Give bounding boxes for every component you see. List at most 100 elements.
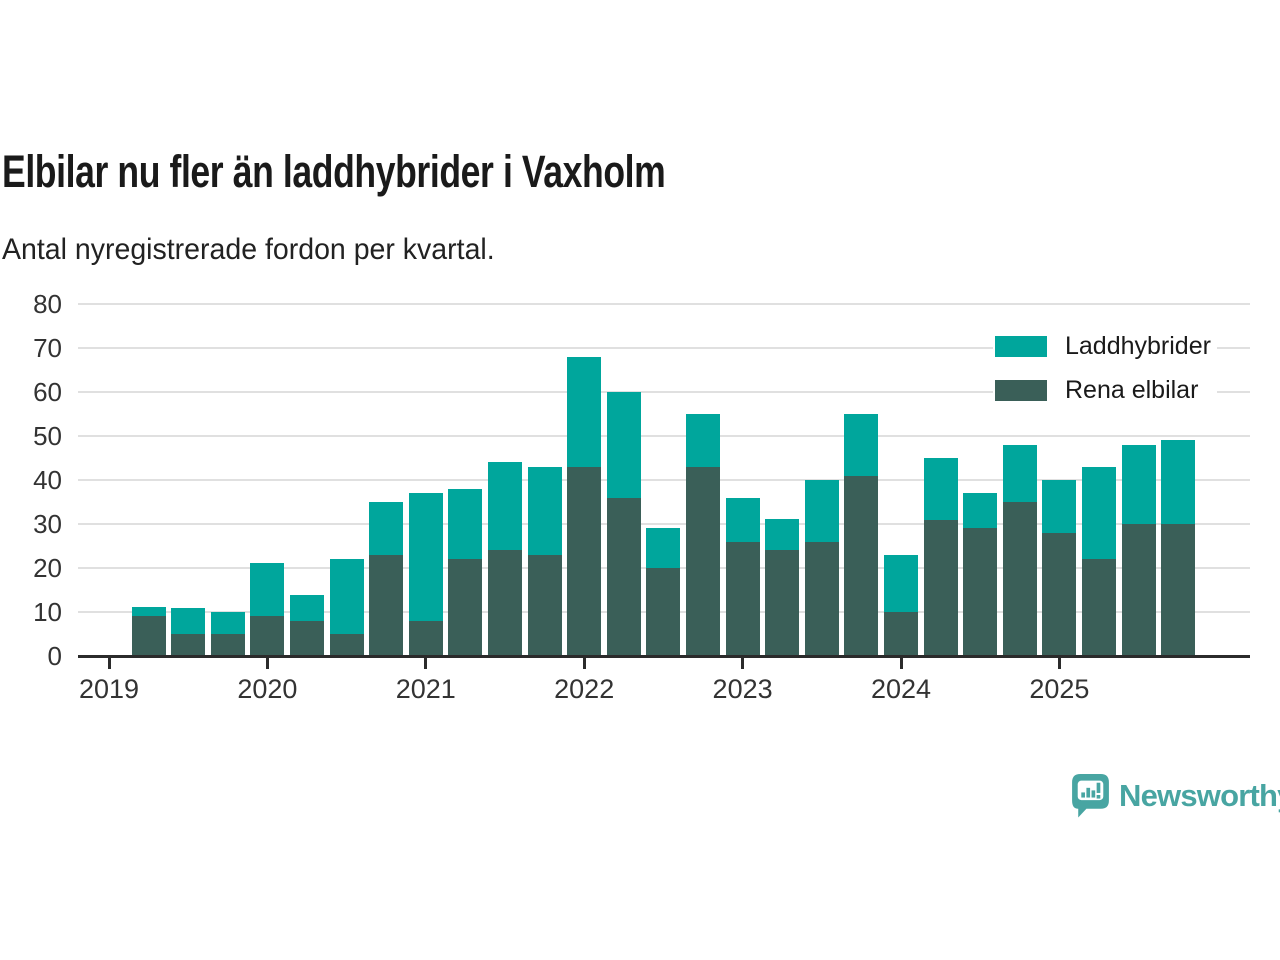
bar-segment-rena-elbilar [804,542,839,656]
bar-segment-rena-elbilar [408,621,443,656]
bar-segment-rena-elbilar [1161,524,1196,656]
x-axis-label-2023: 2023 [712,674,773,704]
bar-segment-laddhybrider [527,467,562,555]
bar-group-2020-q1 [250,563,285,656]
y-axis-label-20: 20 [33,553,62,583]
x-axis-label-2019: 2019 [78,674,140,704]
bar-segment-laddhybrider [1082,467,1116,559]
x-axis-label-2022: 2022 [554,674,615,704]
x-tick-2024 [899,656,903,669]
bar-segment-rena-elbilar [1002,502,1037,656]
x-axis-label-2025: 2025 [1029,674,1090,704]
bar-group-2023-q1 [725,498,760,656]
gridline-y-60 [78,391,1250,393]
bar-segment-laddhybrider [329,559,364,634]
bar-segment-laddhybrider [448,489,483,559]
bar-segment-rena-elbilar [646,568,681,656]
bar-segment-rena-elbilar [1121,524,1156,656]
bar-segment-rena-elbilar [567,467,602,656]
bar-group-2019-q2 [131,607,166,656]
bar-segment-rena-elbilar [963,528,998,656]
bar-segment-rena-elbilar [369,555,404,656]
bar-group-2021-q1 [408,493,443,656]
bar-segment-laddhybrider [923,458,958,520]
x-axis-label-2021: 2021 [395,674,456,704]
bar-group-2021-q3 [488,462,522,656]
bar-group-2021-q2 [448,489,483,656]
bar-group-2025-q2 [1082,467,1116,656]
bar-group-2021-q4 [527,467,562,656]
bar-group-2024-q2 [923,458,958,656]
legend-label-rena-elbilar: Rena elbilar [1065,376,1199,404]
bar-group-2022-q2 [606,392,641,656]
bar-segment-rena-elbilar [884,612,918,656]
plot-area [78,303,1250,658]
gridline-y-80 [78,303,1250,305]
bar-segment-rena-elbilar [923,520,958,656]
x-tick-2021 [424,656,428,669]
y-axis-label-10: 10 [33,597,62,627]
legend-swatch-laddhybrider [995,336,1047,357]
bar-segment-laddhybrider [369,502,404,555]
bar-segment-laddhybrider [408,493,443,621]
bar-group-2022-q1 [567,357,602,656]
legend-item-rena-elbilar: Rena elbilar [995,376,1211,405]
bar-segment-laddhybrider [250,563,285,616]
y-axis-label-0: 0 [47,641,62,671]
bar-segment-laddhybrider [131,607,166,616]
bar-segment-rena-elbilar [765,550,800,656]
bar-segment-rena-elbilar [844,476,879,656]
y-axis-label-80: 80 [33,289,62,319]
bar-group-2024-q4 [1002,445,1037,656]
page-subtitle: Antal nyregistrerade fordon per kvartal. [2,233,495,266]
y-axis-label-60: 60 [33,377,62,407]
x-axis-label-2024: 2024 [870,674,932,704]
bar-segment-rena-elbilar [131,616,166,656]
y-axis-label-40: 40 [33,465,62,495]
bar-group-2020-q3 [329,559,364,656]
bar-segment-laddhybrider [290,595,324,621]
bar-segment-rena-elbilar [448,559,483,656]
bar-segment-rena-elbilar [606,498,641,656]
bar-group-2023-q2 [765,519,800,656]
bar-segment-rena-elbilar [171,634,206,656]
legend-item-laddhybrider: Laddhybrider [995,332,1211,361]
bar-segment-laddhybrider [725,498,760,542]
gridline-y-50 [78,435,1250,437]
x-tick-2022 [582,656,586,669]
bar-group-2022-q4 [686,414,720,656]
bar-group-2025-q4 [1161,440,1196,656]
bar-group-2020-q2 [290,595,324,656]
bar-group-2025-q3 [1121,445,1156,656]
legend: Laddhybrider Rena elbilar [993,330,1217,407]
bar-segment-laddhybrider [567,357,602,467]
bar-segment-rena-elbilar [329,634,364,656]
legend-swatch-rena-elbilar [995,380,1047,401]
y-axis-label-70: 70 [33,333,62,363]
bar-segment-rena-elbilar [527,555,562,656]
bar-group-2024-q1 [884,555,918,656]
newsworthy-speech-bubble-bar-chart-icon [1072,774,1109,818]
gridline-y-40 [78,479,1250,481]
newsworthy-logo-text: Newsworthy [1119,777,1280,813]
bar-group-2025-q1 [1042,480,1077,656]
x-tick-2020 [265,656,269,669]
bar-group-2020-q4 [369,502,404,656]
bar-segment-rena-elbilar [290,621,324,656]
newsworthy-logo: Newsworthy [1071,773,1280,818]
bar-segment-rena-elbilar [210,634,245,656]
bar-segment-laddhybrider [844,414,879,476]
bar-segment-laddhybrider [1042,480,1077,533]
bar-segment-laddhybrider [963,493,998,528]
bar-segment-rena-elbilar [488,550,522,656]
bar-segment-laddhybrider [1161,440,1196,524]
bar-segment-laddhybrider [884,555,918,612]
y-axis-label-50: 50 [33,421,62,451]
bar-group-2023-q3 [804,480,839,656]
bar-segment-laddhybrider [488,462,522,550]
legend-label-laddhybrider: Laddhybrider [1065,332,1211,360]
x-axis-line [78,655,1250,658]
x-tick-2023 [741,656,745,669]
x-tick-2025 [1057,656,1061,669]
